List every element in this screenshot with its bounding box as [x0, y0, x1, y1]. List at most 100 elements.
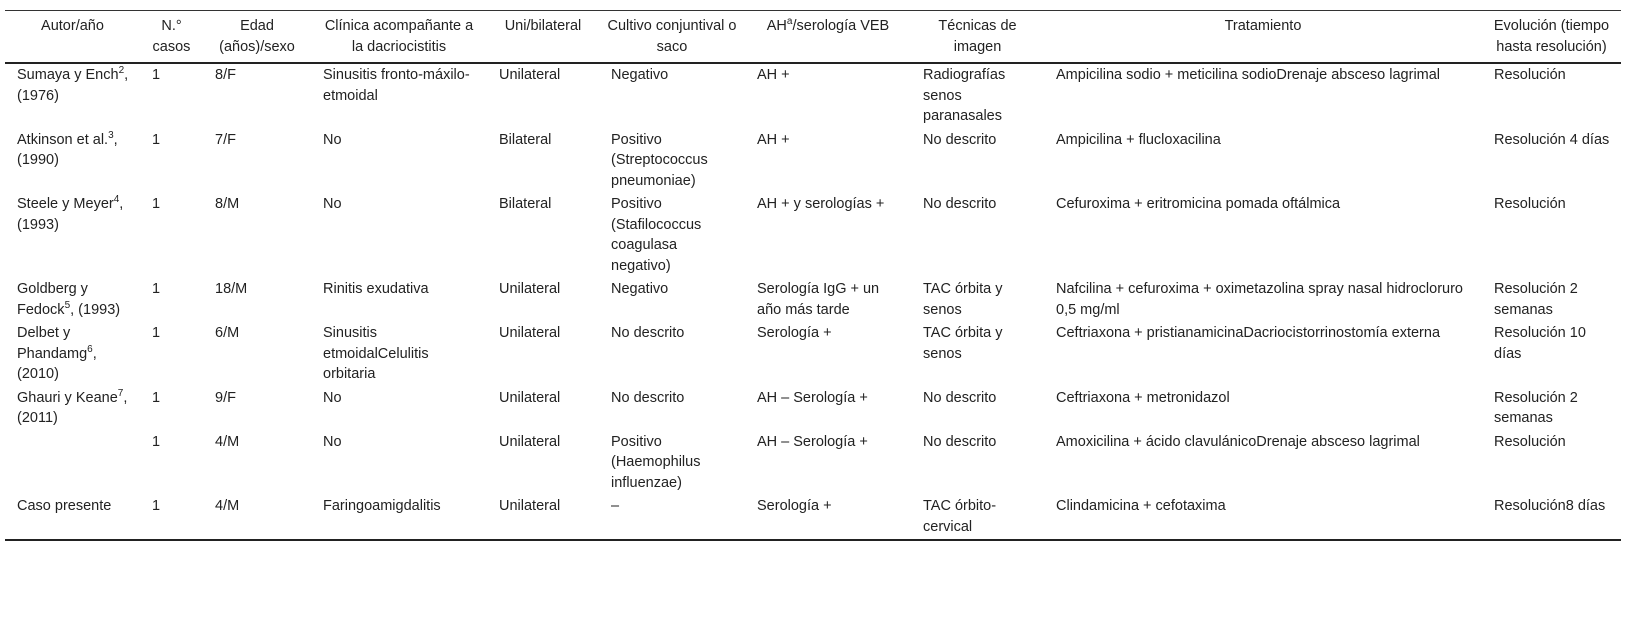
- table-cell: AH + y serologías +: [757, 196, 885, 212]
- text: Ghauri y Keane: [17, 389, 118, 406]
- table-cell: 1: [140, 495, 203, 541]
- table-cell: Resolución: [1494, 196, 1566, 212]
- table-cell: Resolución 2 semanas: [1494, 389, 1578, 427]
- table-cell: No: [323, 389, 342, 406]
- table-cell: 7/F: [215, 131, 236, 148]
- reference: 5: [64, 299, 71, 311]
- reference: a: [786, 16, 793, 28]
- table-cell: 6/M: [215, 325, 240, 341]
- table-cell: 4/M: [203, 495, 311, 541]
- table-row: Caso presente 1 4/M Faringoamigdalitis Unila…: [5, 495, 1621, 541]
- table-cell: No: [323, 433, 342, 450]
- table-cell: Steele y Meyer4, (1993): [5, 193, 140, 278]
- column-header: Cultivo conjuntival o saco: [599, 10, 745, 64]
- reference: 3: [108, 129, 114, 141]
- table-cell: Resolución: [1494, 67, 1566, 83]
- table-cell: 8/M: [215, 196, 240, 212]
- table-cell: No: [323, 196, 342, 212]
- table-cell: AH – Serología +: [757, 389, 868, 406]
- column-header: N.° casos: [140, 10, 203, 64]
- table-cell: Ampicilina + flucloxacilina: [1056, 131, 1221, 148]
- reference: 6: [87, 343, 93, 355]
- text: /serología VEB: [792, 18, 890, 34]
- table-cell: Sumaya y Ench2, (1976): [5, 63, 140, 129]
- text: , (2011): [17, 389, 128, 427]
- column-header: Evolución (tiempo hasta resolución): [1482, 10, 1621, 64]
- table-cell: No descrito: [923, 389, 997, 406]
- table-cell: Rinitis exudativa: [323, 281, 429, 297]
- table-cell: Clindamicina + cefotaxima: [1044, 495, 1482, 541]
- table-cell: 18/M: [215, 281, 248, 297]
- table-cell: Serología IgG + un año más tarde: [757, 281, 880, 318]
- table-row: Delbet y Phandamg6, (2010) 1 6/M Sinusitis …: [5, 322, 1621, 387]
- table-cell: Amoxicilina + ácido clavulánicoDrenaje a…: [1056, 433, 1420, 450]
- table-cell: Resolución 2 semanas: [1494, 281, 1578, 318]
- table-cell: 1: [152, 325, 161, 341]
- table-cell: Cefuroxima + eritromicina pomada oftálmi…: [1056, 196, 1341, 212]
- column-header: AHa/serología VEB: [745, 10, 911, 64]
- column-header: Edad (años)/sexo: [203, 10, 311, 64]
- table-row: Sumaya y Ench2, (1976) 1 8/F Sinusitis fron…: [5, 63, 1621, 129]
- table-cell: Nafcilina + cefuroxima + oximetazolina s…: [1056, 281, 1463, 318]
- table-cell: Resolución: [1494, 433, 1566, 450]
- table-cell: Unilateral: [499, 325, 561, 341]
- table-cell: Ceftriaxona + pristianamicinaDacriocisto…: [1056, 325, 1441, 341]
- text: AH: [766, 18, 787, 34]
- table-cell: Faringoamigdalitis: [311, 495, 487, 541]
- table-body: Sumaya y Ench2, (1976) 1 8/F Sinusitis fron…: [5, 63, 1621, 541]
- table-cell: No descrito: [611, 325, 685, 341]
- table-cell: Ceftriaxona + metronidazol: [1056, 389, 1230, 406]
- text: Atkinson et al.: [17, 131, 109, 148]
- table-cell: Delbet y Phandamg6, (2010): [5, 322, 140, 387]
- table-row: Steele y Meyer4, (1993) 1 8/M No Bilateral Po…: [5, 193, 1621, 278]
- table-cell: Resolución8 días: [1482, 495, 1621, 541]
- table-cell: Radiografías senos paranasales: [923, 67, 1006, 124]
- table-cell: TAC órbito-cervical: [911, 495, 1044, 541]
- table-cell: Positivo (Streptococcus pneumoniae): [611, 131, 708, 189]
- reference: 4: [113, 194, 120, 206]
- column-header: Uni/bilateral: [487, 10, 599, 64]
- table-cell: AH +: [757, 131, 790, 148]
- table-cell: Resolución 4 días: [1494, 131, 1610, 148]
- text: , (2010): [17, 345, 97, 383]
- table-cell: 1: [152, 131, 161, 148]
- text: Steele y Meyer: [17, 196, 114, 212]
- table-cell: Unilateral: [487, 495, 599, 541]
- table-cell: Resolución 10 días: [1494, 325, 1586, 362]
- reference: 2: [118, 65, 125, 77]
- text: , (1993): [17, 196, 124, 233]
- table-head: Autor/año N.° casos Edad (años)/sexo Clínic…: [5, 10, 1621, 64]
- table-cell: Bilateral: [499, 131, 552, 148]
- table-cell: Atkinson et al.3, (1990): [5, 129, 140, 194]
- text: Delbet y Phandamg: [17, 325, 88, 362]
- column-header: Técnicas de imagen: [911, 10, 1044, 64]
- text: , (1990): [17, 131, 118, 169]
- table-cell: Caso presente: [5, 495, 140, 541]
- table-cell: 8/F: [215, 67, 236, 83]
- table-cell: Negativo: [611, 67, 669, 83]
- table-cell: Unilateral: [499, 67, 561, 83]
- table-cell: AH – Serología +: [757, 433, 868, 450]
- table-cell: AH +: [757, 67, 790, 83]
- table-cell: Positivo (Haemophilus influenzae): [611, 433, 701, 491]
- text: Goldberg y Fedock: [17, 281, 88, 318]
- table-cell: 1: [152, 433, 161, 450]
- table-cell: 1: [152, 67, 161, 83]
- table-cell: Unilateral: [499, 281, 561, 297]
- text: Sumaya y Ench: [17, 67, 119, 83]
- table-cell: No descrito: [611, 389, 685, 406]
- table-cell: 1: [152, 389, 161, 406]
- column-header: Autor/año: [5, 10, 140, 64]
- table-cell: No: [323, 131, 342, 148]
- table-cell: 4/M: [215, 433, 240, 450]
- table-cell: [5, 431, 140, 496]
- table-cell: Unilateral: [499, 389, 561, 406]
- table-row: Ghauri y Keane7, (2011) 1 9/F No Unilateral N…: [5, 387, 1621, 431]
- table-cell: Positivo (Stafilococcus coagulasa negati…: [611, 196, 702, 274]
- table-cell: Ghauri y Keane7, (2011): [5, 387, 140, 431]
- column-header: Tratamiento: [1044, 10, 1482, 64]
- table-cell: No descrito: [923, 131, 997, 148]
- text: , (1993): [70, 301, 121, 318]
- table-cell: 1: [152, 281, 161, 297]
